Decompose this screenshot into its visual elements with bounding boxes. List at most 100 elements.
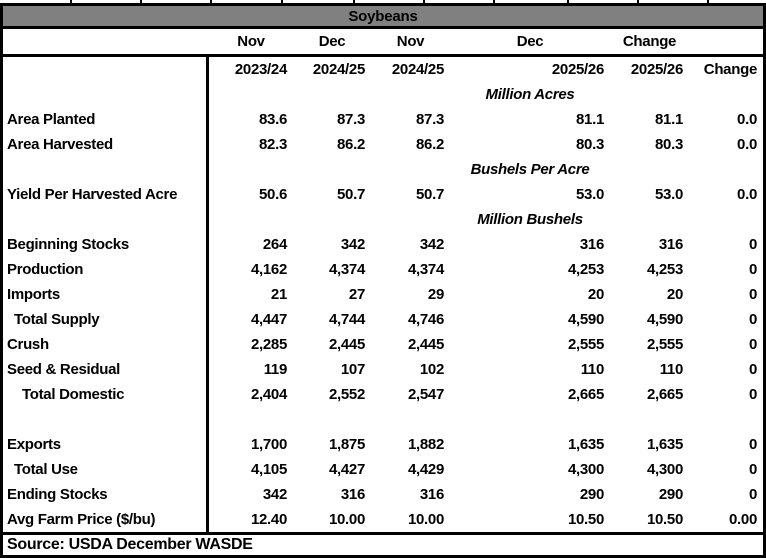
cell-change: 0.00	[729, 511, 757, 528]
cell-2023-24: 83.6	[259, 111, 287, 128]
cell-change: 0.0	[737, 186, 757, 203]
cell-dec-2025-26: 316	[658, 236, 683, 253]
table-row: Imports 21 27 29 20 20 0	[3, 282, 763, 307]
cell-nov-2024-25: 87.3	[337, 111, 365, 128]
row-label: Beginning Stocks	[3, 232, 209, 257]
table-body: Million Acres Area Planted 83.6 87.3 87.3 81.…	[3, 82, 763, 532]
table-row: Ending Stocks 342 316 316 290 290 0	[3, 482, 763, 507]
table-title: Soybeans	[348, 7, 418, 25]
cell-2023-24: 4,105	[250, 461, 287, 478]
cell-nov-2024-25: 4,744	[328, 311, 365, 328]
header-years-empty-cell	[3, 57, 209, 82]
cell-dec-2025-26: 4,590	[646, 311, 683, 328]
gridline-tick	[567, 0, 569, 3]
cell-2023-24: 82.3	[259, 136, 287, 153]
row-label	[3, 157, 209, 182]
unit-section-row: Bushels Per Acre	[3, 157, 763, 182]
cell-2023-24: 50.6	[259, 186, 287, 203]
cell-dec-2025-26: 53.0	[655, 186, 683, 203]
unit-section-row: Million Bushels	[3, 207, 763, 232]
cell-dec-2024-25: 4,429	[407, 461, 444, 478]
gridline-tick	[637, 0, 639, 3]
row-label: Total Use	[3, 457, 209, 482]
cell-nov-2025-26: 2,665	[567, 386, 604, 403]
row-label: Seed & Residual	[3, 357, 209, 382]
table-row: Crush 2,285 2,445 2,445 2,555 2,555 0	[3, 332, 763, 357]
cell-dec-2025-26: 20	[666, 286, 683, 303]
cell-dec-2024-25: 2,445	[407, 336, 444, 353]
unit-label: Bushels Per Acre	[470, 161, 590, 178]
cell-nov-2025-26: 53.0	[576, 186, 604, 203]
header-months-empty-cell	[3, 29, 209, 54]
cell-dec-2024-25: 87.3	[416, 111, 444, 128]
col-header-dec-2024-25: Dec	[318, 33, 346, 50]
cell-dec-2025-26: 4,253	[646, 261, 683, 278]
cell-2023-24: 21	[270, 286, 287, 303]
cell-change: 0.0	[737, 111, 757, 128]
cell-nov-2024-25: 4,374	[328, 261, 365, 278]
table-row: Beginning Stocks 264 342 342 316 316 0	[3, 232, 763, 257]
source-text: Source: USDA December WASDE	[7, 536, 253, 553]
cell-dec-2024-25: 86.2	[416, 136, 444, 153]
cell-dec-2025-26: 290	[658, 486, 683, 503]
col-header-nov-2025-26: Nov	[396, 33, 425, 50]
cell-dec-2024-25: 102	[419, 361, 444, 378]
cell-change: 0	[748, 436, 757, 453]
gridline-tick	[493, 0, 495, 3]
cell-change: 0	[748, 286, 757, 303]
cell-dec-2024-25: 342	[419, 236, 444, 253]
cell-change: 0	[748, 261, 757, 278]
gridline-tick	[210, 0, 212, 3]
cell-nov-2024-25: 86.2	[337, 136, 365, 153]
cell-dec-2024-25: 1,882	[407, 436, 444, 453]
gridline-ticks	[0, 0, 766, 3]
cell-nov-2024-25: 4,427	[328, 461, 365, 478]
cell-change: 0	[748, 486, 757, 503]
cell-nov-2025-26: 1,635	[567, 436, 604, 453]
year-header-dec-2024-25: 2024/25	[391, 61, 444, 78]
cell-change: 0	[748, 361, 757, 378]
cell-nov-2025-26: 81.1	[576, 111, 604, 128]
table-title-bar: Soybeans	[3, 6, 763, 29]
spacer-row	[3, 407, 763, 432]
row-label: Ending Stocks	[3, 482, 209, 507]
cell-2023-24: 342	[262, 486, 287, 503]
gridline-tick	[140, 0, 142, 3]
cell-nov-2024-25: 342	[340, 236, 365, 253]
cell-dec-2024-25: 2,547	[407, 386, 444, 403]
cell-nov-2025-26: 110	[580, 361, 605, 378]
unit-section-row: Million Acres	[3, 82, 763, 107]
cell-2023-24: 4,447	[250, 311, 287, 328]
cell-dec-2024-25: 10.00	[407, 511, 444, 528]
row-label: Production	[3, 257, 209, 282]
cell-nov-2024-25: 316	[340, 486, 365, 503]
row-label: Area Harvested	[3, 132, 209, 157]
unit-label: Million Bushels	[477, 211, 583, 228]
cell-nov-2024-25: 2,552	[328, 386, 365, 403]
cell-nov-2025-26: 4,590	[567, 311, 604, 328]
col-header-nov-2024-25: Nov	[237, 33, 265, 50]
cell-nov-2024-25: 1,875	[328, 436, 365, 453]
cell-dec-2025-26: 2,555	[646, 336, 683, 353]
cell-nov-2024-25: 10.00	[328, 511, 365, 528]
year-header-change: Change	[703, 61, 758, 78]
cell-dec-2025-26: 81.1	[655, 111, 683, 128]
cell-dec-2024-25: 4,746	[407, 311, 444, 328]
year-header-2023-24: 2023/24	[234, 61, 287, 78]
row-label: Crush	[3, 332, 209, 357]
cell-2023-24: 264	[262, 236, 287, 253]
cell-dec-2024-25: 316	[419, 486, 444, 503]
header-months-row: Nov Dec Nov Dec Change	[3, 29, 763, 57]
header-years-row: 2023/24 2024/25 2024/25 2025/26 2025/26 …	[3, 57, 763, 82]
table-row: Area Harvested 82.3 86.2 86.2 80.3 80.3 0.0	[3, 132, 763, 157]
row-label: Total Domestic	[3, 382, 209, 407]
cell-nov-2025-26: 80.3	[576, 136, 604, 153]
gridline-tick	[281, 0, 283, 3]
row-label	[3, 407, 209, 432]
row-label: Exports	[3, 432, 209, 457]
row-label: Total Supply	[3, 307, 209, 332]
cell-nov-2025-26: 4,253	[567, 261, 604, 278]
table-row: Yield Per Harvested Acre 50.6 50.7 50.7 53.0…	[3, 182, 763, 207]
table-row: Total Use 4,105 4,427 4,429 4,300 4,300 0	[3, 457, 763, 482]
